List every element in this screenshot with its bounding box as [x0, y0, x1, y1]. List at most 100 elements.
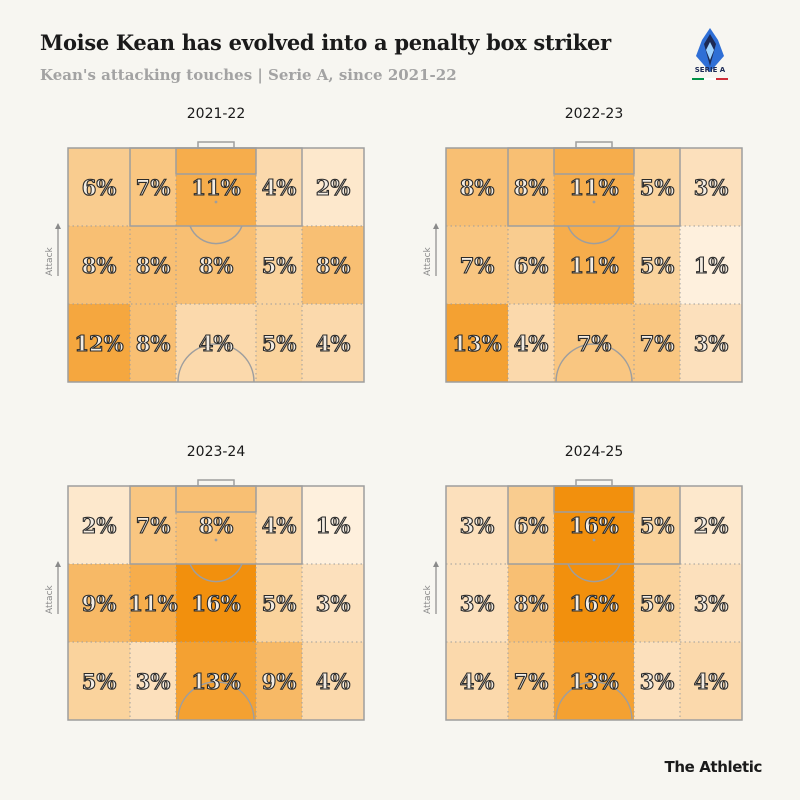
cell-value-label: 4% — [262, 513, 297, 538]
heatmap-cell — [176, 226, 256, 304]
heatmap-cell — [554, 642, 634, 720]
cell-value-label: 13% — [569, 669, 618, 694]
heatmap-cell — [302, 642, 364, 720]
heatmap-cell — [634, 226, 680, 304]
cell-value-label: 3% — [694, 175, 729, 200]
heatmap-cell — [680, 642, 742, 720]
penalty-arc — [189, 563, 243, 583]
cell-value-label: 7% — [640, 331, 675, 356]
cell-value-label: 4% — [262, 175, 297, 200]
cell-value-label: 8% — [514, 175, 549, 200]
cell-value-label: 2% — [694, 513, 729, 538]
heatmap-cell — [256, 642, 302, 720]
serie-a-logo-text: SERIE A — [694, 66, 726, 74]
season-title: 2022-23 — [565, 106, 624, 122]
heatmap-panel: 2023-24 2% 7% 8% 4% 1% 9% 11% 16% 5% 3% 5% 3% 13% 9% 4%… — [45, 444, 365, 721]
heatmap-cell — [302, 564, 364, 642]
cell-value-label: 3% — [694, 331, 729, 356]
heatmap-cell — [446, 564, 508, 642]
cell-value-label: 9% — [82, 591, 117, 616]
cell-value-label: 8% — [136, 253, 171, 278]
heatmap-cell — [176, 148, 256, 226]
heatmap-cell — [680, 486, 742, 564]
cell-value-label: 5% — [640, 513, 675, 538]
cell-value-label: 3% — [460, 591, 495, 616]
cell-value-label: 11% — [128, 591, 177, 616]
heatmap-cell — [176, 304, 256, 382]
heatmap-cell — [634, 486, 680, 564]
heatmap-cell — [446, 304, 508, 382]
attack-label: Attack — [45, 246, 55, 276]
heatmap-cell — [680, 148, 742, 226]
cell-value-label: 3% — [460, 513, 495, 538]
cell-value-label: 3% — [136, 669, 171, 694]
cell-value-label: 4% — [694, 669, 729, 694]
heatmap-cell — [130, 226, 176, 304]
heatmap-panel: 2024-25 3% 6% 16% 5% 2% 3% 8% 16% 5% 3% 4% 7% 13% 3% 4%… — [423, 444, 743, 721]
cell-value-label: 8% — [82, 253, 117, 278]
cell-value-label: 16% — [569, 513, 618, 538]
cell-value-label: 1% — [316, 513, 351, 538]
goal — [575, 141, 613, 149]
season-title: 2023-24 — [187, 444, 246, 460]
cell-value-label: 12% — [74, 331, 123, 356]
cell-value-label: 8% — [199, 513, 234, 538]
cell-value-label: 8% — [316, 253, 351, 278]
cell-value-label: 4% — [199, 331, 234, 356]
cell-value-label: 13% — [452, 331, 501, 356]
chart-title: Moise Kean has evolved into a penalty bo… — [40, 30, 611, 55]
heatmap-cell — [446, 226, 508, 304]
heatmap-cell — [130, 642, 176, 720]
centre-circle — [555, 681, 633, 721]
cell-value-label: 7% — [514, 669, 549, 694]
heatmap-panel: 2022-23 8% 8% 11% 5% 3% 7% 6% 11% 5% 1% 13% 4% 7% 7% 3%… — [423, 106, 743, 383]
centre-circle — [555, 343, 633, 383]
heatmap-cell — [68, 486, 130, 564]
chart-subtitle: Kean's attacking touches | Serie A, sinc… — [40, 66, 457, 84]
heatmap-cell — [256, 486, 302, 564]
penalty-spot — [214, 538, 218, 542]
cell-value-label: 3% — [640, 669, 675, 694]
cell-value-label: 8% — [514, 591, 549, 616]
heatmap-cell — [68, 226, 130, 304]
serie-a-logo-icon — [696, 28, 724, 72]
cell-value-label: 6% — [514, 253, 549, 278]
heatmap-cell — [634, 304, 680, 382]
heatmap-cell — [446, 486, 508, 564]
heatmap-cell — [256, 148, 302, 226]
cell-value-label: 3% — [316, 591, 351, 616]
attack-label: Attack — [423, 246, 433, 276]
cell-value-label: 5% — [640, 253, 675, 278]
cell-value-label: 8% — [460, 175, 495, 200]
heatmap-cell — [302, 304, 364, 382]
attack-arrowhead-icon — [55, 561, 61, 567]
heatmap-cell — [508, 486, 554, 564]
heatmap-cell — [554, 226, 634, 304]
cell-value-label: 7% — [136, 175, 171, 200]
heatmap-cell — [256, 226, 302, 304]
cell-value-label: 2% — [316, 175, 351, 200]
heatmap-cell — [554, 148, 634, 226]
heatmap-cell — [130, 564, 176, 642]
heatmap-cell — [508, 564, 554, 642]
cell-value-label: 1% — [694, 253, 729, 278]
heatmap-cell — [176, 642, 256, 720]
heatmap-cell — [680, 304, 742, 382]
goal — [197, 141, 235, 149]
cell-value-label: 5% — [262, 253, 297, 278]
cell-value-label: 5% — [640, 175, 675, 200]
heatmap-cell — [130, 486, 176, 564]
heatmap-cell — [68, 148, 130, 226]
heatmap-cell — [446, 642, 508, 720]
penalty-spot — [592, 538, 596, 542]
heatmap-cell — [634, 148, 680, 226]
cell-value-label: 6% — [82, 175, 117, 200]
attack-label: Attack — [45, 584, 55, 614]
penalty-spot — [214, 200, 218, 204]
heatmap-cell — [508, 148, 554, 226]
heatmap-cell — [302, 148, 364, 226]
penalty-arc — [567, 563, 621, 583]
heatmap-cell — [256, 564, 302, 642]
heatmap-cell — [302, 486, 364, 564]
